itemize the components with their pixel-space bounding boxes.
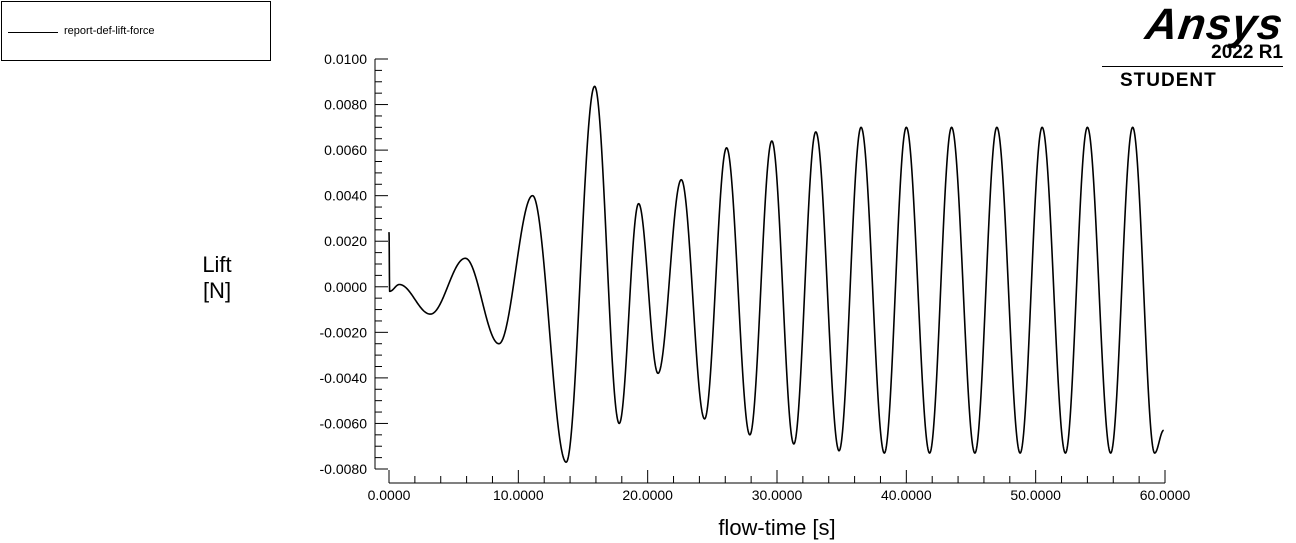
y-tick-label: -0.0040 (320, 370, 368, 386)
series-line-lift-force (388, 85, 1165, 463)
y-tick-label: -0.0020 (320, 324, 368, 340)
axes (374, 59, 1165, 484)
y-tick-label: -0.0060 (320, 415, 368, 431)
logo-release: 2022 R1 (1211, 42, 1283, 63)
x-tick-label: 0.0000 (368, 487, 411, 503)
y-tick-label: 0.0060 (324, 142, 367, 158)
chart-legend: report-def-lift-force (1, 1, 271, 61)
y-tick-label: 0.0000 (324, 279, 367, 295)
y-tick-label: 0.0080 (324, 97, 367, 113)
legend-line-swatch (8, 32, 58, 33)
x-tick-label: 30.0000 (752, 487, 803, 503)
y-axis-title-line1: Lift (202, 252, 231, 277)
x-tick-label: 20.0000 (622, 487, 673, 503)
y-tick-label: 0.0040 (324, 188, 367, 204)
x-tick-label: 60.0000 (1140, 487, 1191, 503)
tick-marks (375, 58, 1166, 483)
ansys-student-logo: Ansys 2022 R1 STUDENT (1100, 0, 1287, 92)
y-tick-label: 0.0020 (324, 233, 367, 249)
x-tick-label: 40.0000 (881, 487, 932, 503)
tick-labels: -0.0080 -0.0060 -0.0040 -0.0020 0.0000 0.0020… (320, 51, 1191, 503)
logo-rule (1102, 66, 1283, 67)
legend-series-label: report-def-lift-force (64, 25, 155, 37)
logo-edition: STUDENT (1120, 70, 1217, 91)
x-tick-label: 50.0000 (1010, 487, 1061, 503)
x-tick-label: 10.0000 (493, 487, 544, 503)
y-tick-label: 0.0100 (324, 51, 367, 67)
y-tick-label: -0.0080 (320, 461, 368, 477)
y-axis-title-line2: [N] (203, 278, 231, 303)
series-layer (388, 85, 1165, 463)
x-axis-title: flow-time [s] (718, 515, 835, 540)
